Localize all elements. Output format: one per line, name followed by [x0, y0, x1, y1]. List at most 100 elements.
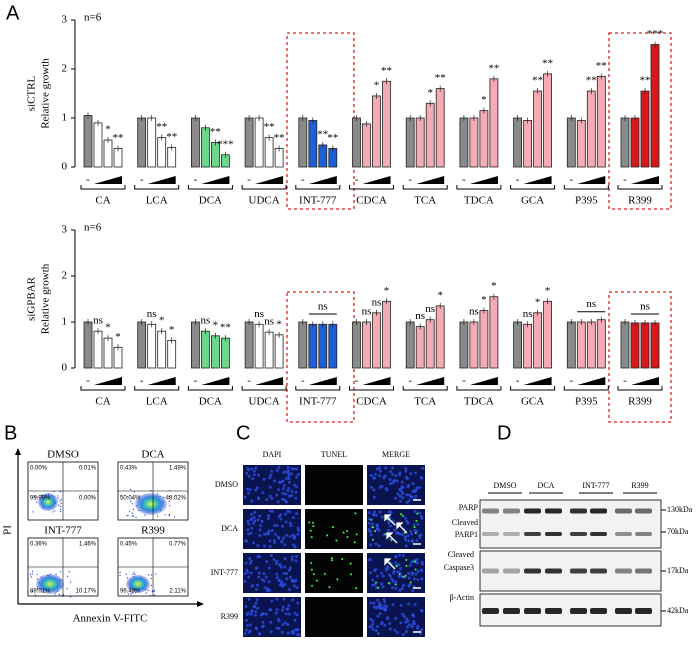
nucleus [269, 630, 273, 634]
nucleus [386, 617, 390, 621]
nucleus [415, 561, 419, 565]
bar [83, 115, 93, 168]
bar [93, 122, 103, 168]
bar [157, 330, 167, 369]
event-dot [150, 578, 153, 580]
y-axis-label: Relative growth [40, 263, 52, 334]
nucleus [254, 601, 258, 605]
significance-label: ns [318, 301, 328, 313]
nucleus [402, 615, 406, 619]
bar [640, 322, 650, 369]
tunel-positive [416, 512, 419, 515]
bar [298, 117, 308, 168]
event-dot [70, 581, 72, 583]
nucleus [373, 583, 377, 587]
bar [489, 78, 499, 168]
tunel-positive [390, 539, 393, 542]
nucleus [372, 510, 376, 514]
nucleus [394, 586, 398, 590]
event-dot [66, 575, 69, 577]
event-dot [127, 593, 130, 595]
nucleus [268, 588, 272, 592]
dose-label: - [140, 174, 144, 186]
event-cloud [135, 493, 167, 515]
tunel-positive [414, 531, 417, 534]
nucleus [383, 608, 387, 612]
nucleus [295, 613, 299, 617]
nucleus [405, 617, 409, 621]
nucleus [287, 474, 291, 478]
dose-label: - [569, 174, 573, 186]
quadrant-percent: 50.04% [120, 496, 141, 502]
group-label: CA [95, 195, 110, 207]
nucleus [401, 496, 405, 500]
dose-label: - [516, 174, 520, 186]
tunel-positive [310, 568, 313, 571]
nucleus [398, 499, 402, 503]
arrow [386, 532, 398, 544]
significance-label: ** [220, 322, 231, 334]
nucleus [401, 583, 405, 587]
nucleus [254, 488, 258, 492]
nucleus [369, 530, 373, 534]
nucleus [407, 484, 411, 488]
blot-band [503, 532, 520, 536]
tunel-positive [394, 583, 397, 586]
nucleus [262, 544, 266, 548]
significance-label: * [115, 331, 121, 343]
tunel-positive [346, 535, 349, 538]
bar [435, 305, 445, 369]
nucleus [295, 512, 299, 516]
group-bracket [80, 386, 126, 391]
micrograph [305, 509, 363, 549]
nucleus [416, 626, 420, 630]
nucleus [372, 495, 376, 499]
nucleus [408, 583, 412, 587]
nucleus [252, 541, 256, 545]
nucleus [257, 632, 261, 636]
nucleus [416, 578, 420, 582]
bar [543, 73, 552, 168]
bar [596, 75, 606, 168]
nucleus [384, 566, 388, 570]
nucleus [250, 467, 254, 471]
bar [244, 321, 254, 369]
nucleus [367, 521, 371, 525]
nucleus [287, 587, 291, 591]
significance-label: ** [542, 57, 553, 69]
nucleus [243, 495, 247, 499]
group-bracket [349, 185, 394, 190]
y-tick-label: 0 [62, 362, 68, 374]
group-label: TDCA [464, 396, 494, 408]
nucleus [290, 489, 294, 493]
tunel-positive [355, 533, 358, 536]
nucleus [283, 621, 287, 625]
dose-wedge [416, 176, 445, 184]
group-bracket [402, 185, 448, 190]
dose-wedge [577, 377, 606, 385]
event-cloud [126, 575, 150, 593]
nucleus [246, 528, 250, 532]
bar [459, 321, 469, 369]
nucleus [380, 582, 384, 586]
nucleus [244, 628, 248, 632]
event-dot [168, 515, 171, 517]
nucleus [393, 479, 397, 483]
bar [352, 117, 361, 168]
significance-label: ** [210, 126, 221, 138]
event-dot [150, 574, 153, 576]
nucleus [287, 476, 291, 480]
bar [362, 123, 371, 168]
nucleus [284, 492, 288, 496]
dose-wedge [577, 176, 606, 184]
nucleus [397, 574, 401, 578]
significance-label: * [105, 322, 111, 334]
nucleus [265, 560, 269, 564]
dose-label: - [86, 375, 90, 387]
dose-label: - [355, 375, 359, 387]
dose-label: - [408, 174, 412, 186]
nucleus [376, 624, 380, 628]
significance-label: ** [113, 132, 124, 144]
nucleus [257, 575, 261, 579]
tunel-positive [384, 533, 387, 536]
